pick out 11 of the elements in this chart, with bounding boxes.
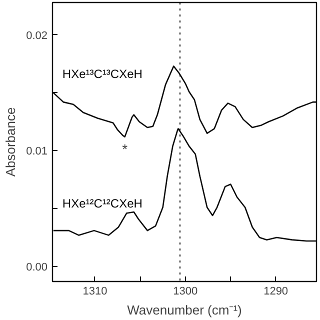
y-tick-label: 0.01 <box>26 146 48 158</box>
x-tick-label: 1290 <box>264 286 288 298</box>
x-tick-label: 1300 <box>173 286 198 298</box>
y-tick-label: 0.02 <box>26 30 48 42</box>
annotation: * <box>122 140 128 157</box>
x-tick-label: 1310 <box>82 286 108 298</box>
series-label: HXe¹³C¹³CXeH <box>62 66 142 81</box>
y-tick-label: 0.00 <box>26 261 48 274</box>
y-axis-title: Absorbance <box>3 107 18 177</box>
x-axis-title: Wavenumber (cm⁻¹) <box>127 302 242 318</box>
legend-label: HXe¹²C¹²CXeH <box>62 196 142 211</box>
